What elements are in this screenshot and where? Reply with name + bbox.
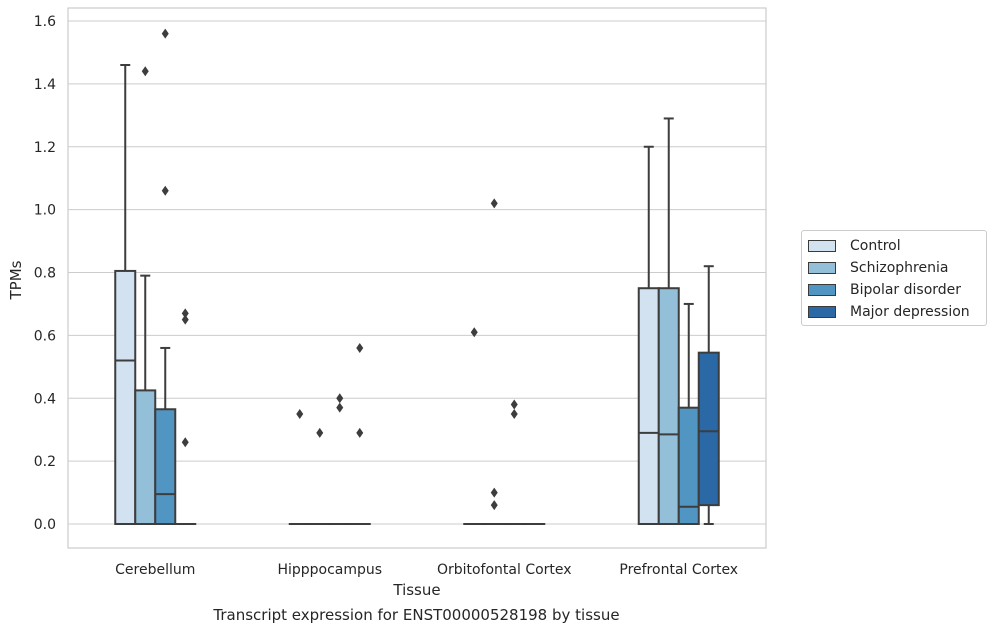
- outlier-point: [490, 487, 498, 498]
- y-tick-label: 0.4: [34, 391, 56, 407]
- x-tick-label: Prefrontal Cortex: [619, 562, 738, 578]
- box-schizophrenia: [308, 427, 331, 526]
- outlier-point: [161, 28, 169, 39]
- outlier-point: [181, 314, 189, 325]
- legend-item-major-depression: Major depression: [808, 302, 970, 322]
- legend-item-schizophrenia: Schizophrenia: [808, 258, 948, 278]
- box-body: [134, 389, 157, 525]
- legend-swatch: [808, 284, 836, 296]
- x-axis-label: Tissue: [392, 581, 440, 599]
- box-bipolar-disorder: [154, 28, 177, 525]
- legend-swatch: [808, 306, 836, 318]
- y-tick-label: 0.8: [34, 266, 56, 282]
- chart-caption: Transcript expression for ENST0000052819…: [213, 606, 620, 624]
- y-tick-label: 0.0: [34, 517, 56, 533]
- x-tick-label: Orbitofontal Cortex: [437, 562, 572, 578]
- legend-item-bipolar-disorder: Bipolar disorder: [808, 280, 961, 300]
- outlier-point: [356, 427, 364, 438]
- box-body: [154, 408, 177, 525]
- outlier-point: [181, 437, 189, 448]
- box-body: [114, 269, 137, 525]
- outlier-point: [181, 308, 189, 319]
- y-tick-label: 1.6: [34, 14, 56, 30]
- box-major-depression: [697, 265, 720, 525]
- box-schizophrenia: [134, 66, 157, 525]
- box-control: [114, 64, 137, 525]
- outlier-point: [161, 185, 169, 196]
- outlier-point: [316, 427, 324, 438]
- legend: Control Schizophrenia Bipolar disorder M…: [801, 230, 987, 326]
- legend-label: Major depression: [850, 304, 970, 320]
- legend-swatch: [808, 262, 836, 274]
- outlier-point: [296, 408, 304, 419]
- x-tick-label: Hipppocampus: [277, 562, 382, 578]
- outlier-point: [141, 66, 149, 77]
- y-tick-label: 1.4: [34, 77, 56, 93]
- outlier-point: [336, 402, 344, 413]
- outlier-point: [490, 500, 498, 511]
- box-schizophrenia: [657, 117, 680, 525]
- outlier-point: [510, 399, 518, 410]
- box-body: [637, 287, 660, 525]
- box-schizophrenia: [483, 198, 506, 526]
- box-body: [657, 287, 680, 525]
- y-axis-label: TPMs: [7, 260, 25, 300]
- y-tick-label: 1.0: [34, 203, 56, 219]
- box-bipolar-disorder: [677, 302, 700, 525]
- grid-lines: [68, 20, 766, 525]
- outlier-point: [356, 342, 364, 353]
- boxes: [114, 28, 720, 526]
- legend-item-control: Control: [808, 236, 901, 256]
- legend-label: Bipolar disorder: [850, 282, 962, 298]
- y-tick-label: 0.6: [34, 328, 56, 344]
- legend-swatch: [808, 240, 836, 252]
- outlier-point: [510, 408, 518, 419]
- y-tick-labels: 0.0 0.2 0.4 0.6 0.8 1.0 1.2 1.4 1.6: [34, 14, 56, 533]
- box-control: [288, 408, 311, 526]
- box-bipolar-disorder: [328, 393, 351, 526]
- y-tick-label: 1.2: [34, 140, 56, 156]
- legend-label: Control: [850, 238, 901, 254]
- box-body: [697, 351, 720, 507]
- x-tick-labels: Cerebellum Hipppocampus Orbitofontal Corte…: [115, 562, 738, 578]
- x-tick-label: Cerebellum: [115, 562, 195, 578]
- box-control: [463, 327, 486, 526]
- box-major-depression: [174, 308, 197, 526]
- outlier-point: [470, 327, 478, 338]
- box-bipolar-disorder: [503, 399, 526, 526]
- legend-label: Schizophrenia: [850, 260, 949, 276]
- box-control: [637, 145, 660, 525]
- y-tick-label: 0.2: [34, 454, 56, 470]
- outlier-point: [490, 198, 498, 209]
- outlier-point: [336, 393, 344, 404]
- plot-frame: [67, 7, 767, 549]
- box-major-depression: [348, 342, 371, 526]
